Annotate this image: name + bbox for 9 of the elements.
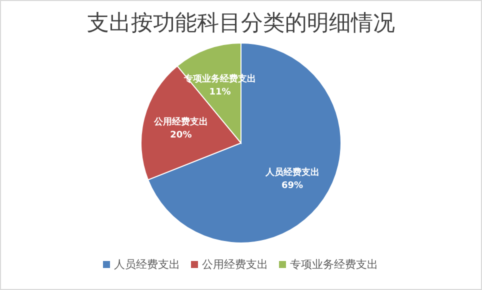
slice-label: 公用经费支出 — [152, 116, 208, 128]
legend-label: 专项业务经费支出 — [290, 258, 378, 271]
data-label: 69% — [282, 180, 304, 191]
slice-label: 人员经费支出 — [264, 166, 320, 178]
legend-label: 人员经费支出 — [114, 258, 180, 271]
chart-title: 支出按功能科目分类的明细情况 — [87, 11, 395, 36]
data-label: 20% — [170, 130, 192, 141]
data-label: 11% — [209, 88, 231, 98]
legend-label: 公用经费支出 — [202, 258, 268, 271]
